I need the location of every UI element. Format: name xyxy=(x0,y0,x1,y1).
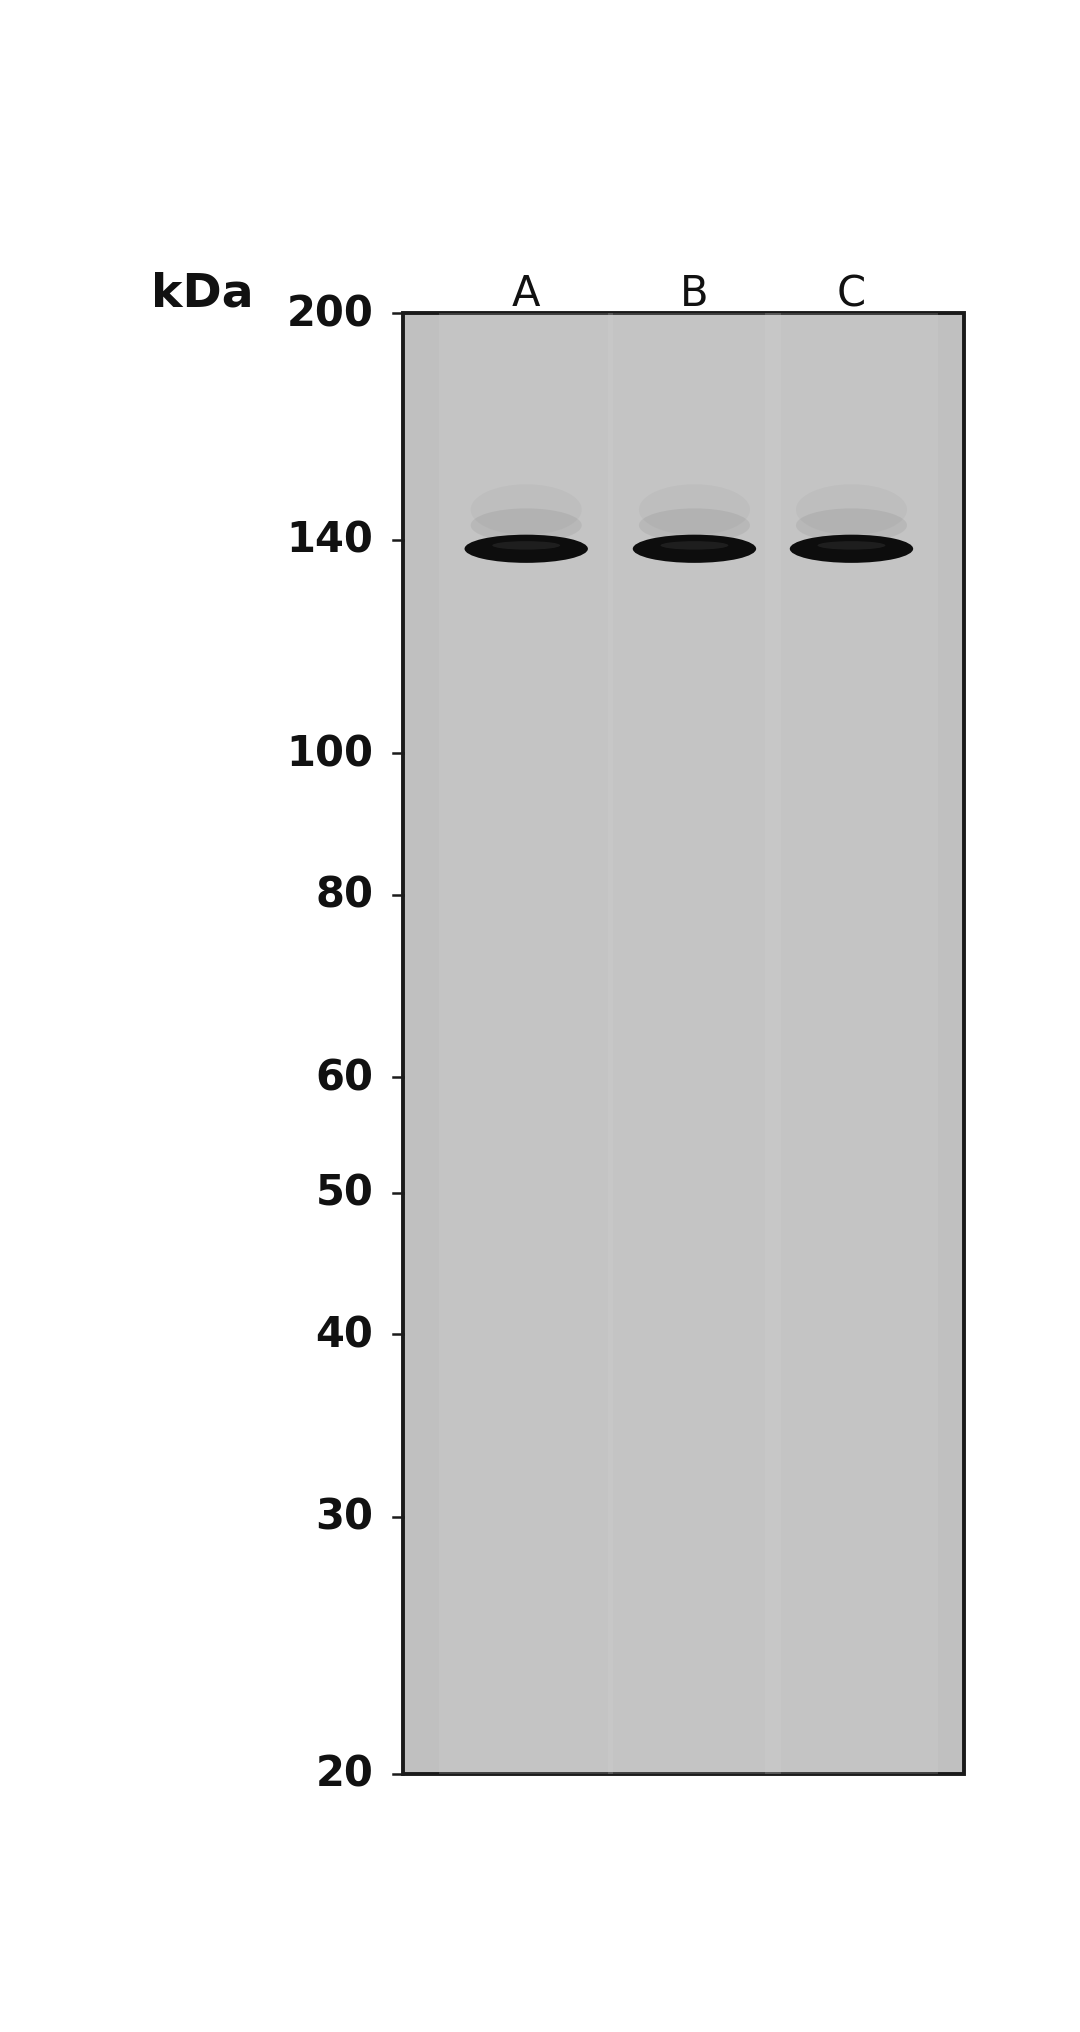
Bar xyxy=(440,315,613,1774)
Text: C: C xyxy=(837,272,866,315)
Bar xyxy=(403,315,963,1774)
Ellipse shape xyxy=(796,510,907,543)
Ellipse shape xyxy=(639,510,750,543)
Text: 40: 40 xyxy=(315,1313,374,1355)
Text: B: B xyxy=(680,272,708,315)
Ellipse shape xyxy=(633,534,756,563)
Ellipse shape xyxy=(661,543,728,551)
Text: 50: 50 xyxy=(315,1172,374,1215)
Text: 20: 20 xyxy=(315,1754,374,1794)
Text: 140: 140 xyxy=(286,520,374,561)
Ellipse shape xyxy=(464,534,588,563)
Ellipse shape xyxy=(796,486,907,536)
Bar xyxy=(765,315,939,1774)
Ellipse shape xyxy=(471,510,582,543)
Text: 30: 30 xyxy=(315,1496,374,1538)
Text: 100: 100 xyxy=(286,734,374,774)
Text: 60: 60 xyxy=(315,1057,374,1099)
Text: 80: 80 xyxy=(315,874,374,916)
Text: 200: 200 xyxy=(286,293,374,335)
Ellipse shape xyxy=(789,534,914,563)
Text: kDa: kDa xyxy=(150,272,254,317)
Ellipse shape xyxy=(639,486,750,536)
Bar xyxy=(608,315,781,1774)
Ellipse shape xyxy=(471,486,582,536)
Ellipse shape xyxy=(818,543,886,551)
Text: A: A xyxy=(512,272,540,315)
Ellipse shape xyxy=(492,543,561,551)
